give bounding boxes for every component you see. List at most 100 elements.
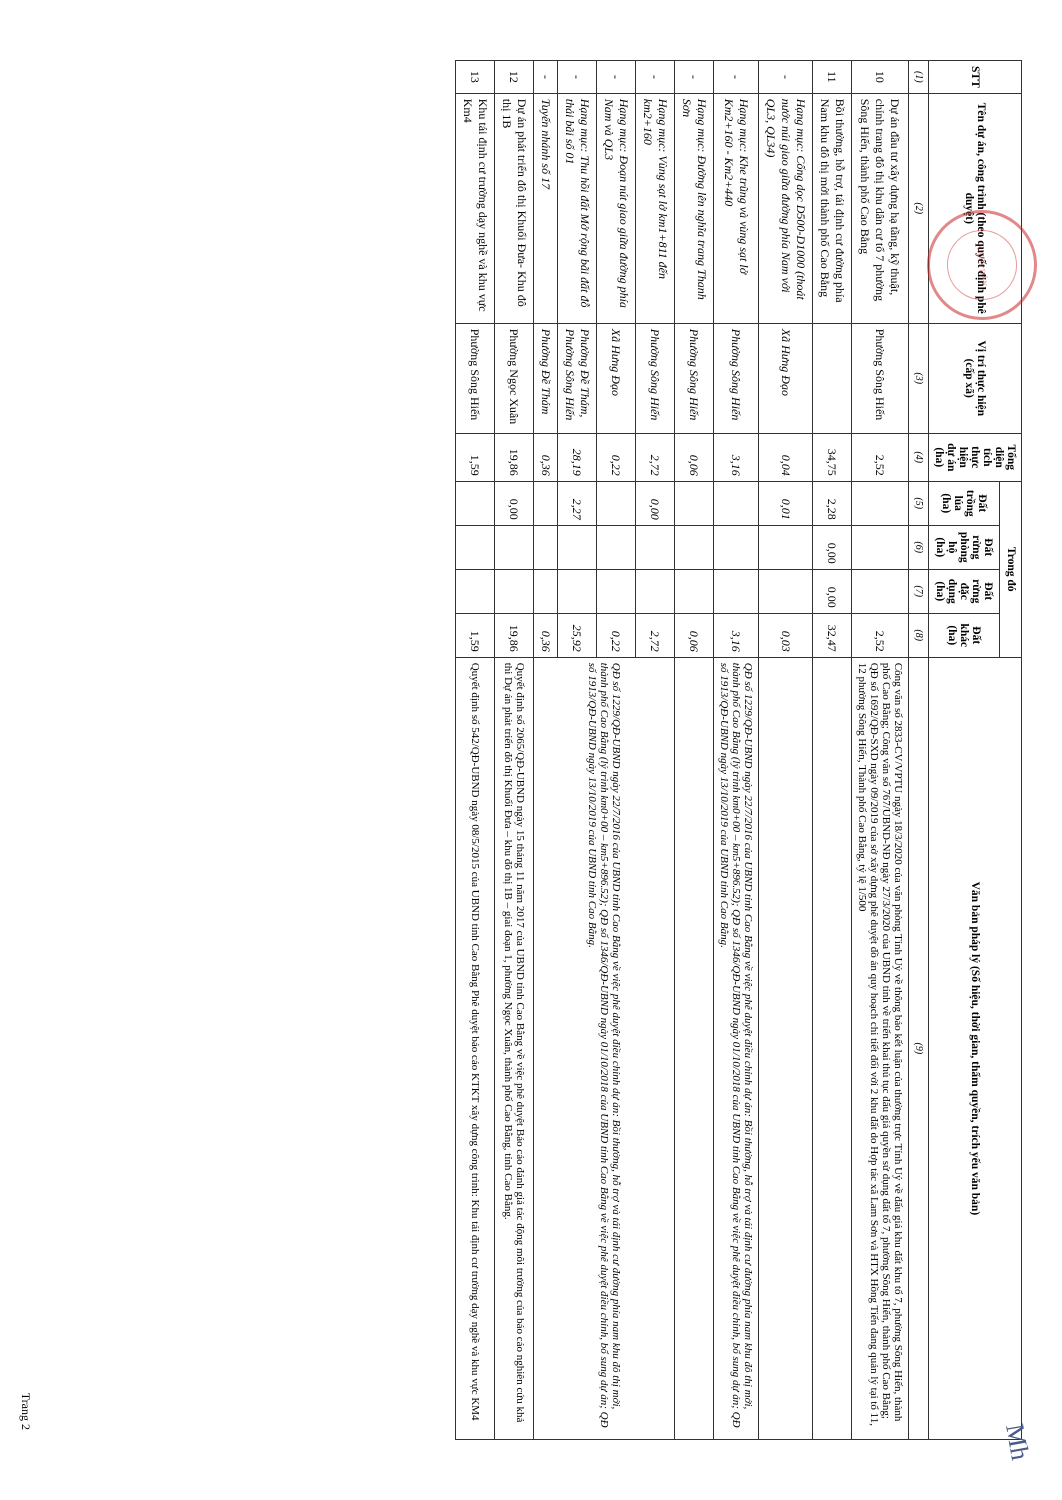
table-cell: 2,72 — [636, 613, 675, 657]
colnum-2: (2) — [909, 93, 929, 323]
table-cell: - — [714, 61, 759, 94]
table-cell: 2,27 — [558, 481, 597, 525]
table-cell: 0,01 — [759, 481, 813, 525]
table-cell — [675, 657, 714, 1439]
table-row: 12Dự án phát triển đô thị Khuổi Đưa- Khu… — [495, 61, 534, 1440]
table-cell: Xã Hưng Đạo — [759, 323, 813, 433]
table-cell: Phường Sông Hiến — [636, 323, 675, 433]
table-cell — [597, 525, 636, 569]
table-cell — [852, 569, 909, 613]
colnum-1: (1) — [909, 61, 929, 94]
table-cell: 0,06 — [675, 433, 714, 481]
table-cell: Phường Sông Hiến — [675, 323, 714, 433]
table-cell — [675, 481, 714, 525]
th-area: Tổng diện tích thực hiện dự án (ha) — [929, 433, 1022, 481]
table-cell: 2,28 — [813, 481, 852, 525]
table-cell: Hạng mục: Vùng sạt lở km1+811 đến km2+16… — [636, 93, 675, 323]
table-cell: Hạng mục: Đoạn nút giao giữa đường phía … — [597, 93, 636, 323]
table-cell — [495, 525, 534, 569]
colnum-4: (4) — [909, 433, 929, 481]
table-cell: Bồi thường, hỗ trợ, tái định cư đường ph… — [813, 93, 852, 323]
th-law: Văn bản pháp lý (Số hiệu, thời gian, thẩ… — [929, 657, 1022, 1439]
table-cell — [852, 481, 909, 525]
table-cell: Dự án đầu tư xây dựng hạ tầng, kỹ thuật,… — [852, 93, 909, 323]
colnum-3: (3) — [909, 323, 929, 433]
table-cell: Quyết định số 2065/QĐ-UBND ngày 15 tháng… — [495, 657, 534, 1439]
table-cell: 32,47 — [813, 613, 852, 657]
table-cell: Hạng mục: Thu hồi đất Mở rộng bãi đất đỗ… — [558, 93, 597, 323]
table-cell: Phường Sông Hiến — [714, 323, 759, 433]
table-cell — [558, 525, 597, 569]
page-footer: Trang 2 — [18, 1393, 33, 1430]
table-cell — [714, 525, 759, 569]
table-cell — [534, 481, 558, 525]
table-cell: 0,04 — [759, 433, 813, 481]
table-cell: 12 — [495, 61, 534, 94]
table-cell: Dự án phát triển đô thị Khuổi Đưa- Khu đ… — [495, 93, 534, 323]
table-cell: 11 — [813, 61, 852, 94]
table-cell — [456, 569, 495, 613]
table-cell: 19,86 — [495, 433, 534, 481]
table-cell: Phường Đề Thám, Phường Sông Hiến — [558, 323, 597, 433]
table-cell: Phường Sông Hiến — [456, 323, 495, 433]
colnum-6: (6) — [909, 525, 929, 569]
table-cell: - — [759, 61, 813, 94]
table-cell: 0,00 — [813, 525, 852, 569]
table-body: 10Dự án đầu tư xây dựng hạ tầng, kỹ thuậ… — [456, 61, 909, 1440]
th-lua: Đất trồng lúa (ha) — [929, 481, 1000, 525]
table-row: -Hạng mục: Vùng sạt lở km1+811 đến km2+1… — [636, 61, 675, 1440]
table-cell: 34,75 — [813, 433, 852, 481]
table-cell: Hạng mục: Khe trũng và vùng sạt lở Km2+1… — [714, 93, 759, 323]
table-cell — [714, 481, 759, 525]
colnum-7: (7) — [909, 569, 929, 613]
colnum-9: (9) — [909, 657, 929, 1439]
table-cell — [813, 323, 852, 433]
data-table: STT Tên dự án, công trình (theo quyết đị… — [455, 60, 1022, 1440]
table-cell: 25,92 — [558, 613, 597, 657]
table-cell: Công văn số 2833-CV/VPTU ngày 18/3/2020 … — [852, 657, 909, 1439]
table-cell: Phường Đề Thám — [534, 323, 558, 433]
table-cell: 13 — [456, 61, 495, 94]
th-vt: Vị trí thực hiện (cấp xã) — [929, 323, 1022, 433]
table-cell: 19,86 — [495, 613, 534, 657]
table-cell — [558, 569, 597, 613]
signature-mark: Mh — [999, 1422, 1035, 1463]
table-cell: 2,72 — [636, 433, 675, 481]
page-container: NHÂN DÂN Mh STT Tên dự án, công trình (t… — [0, 0, 1062, 1500]
table-cell: - — [534, 61, 558, 94]
table-cell — [714, 569, 759, 613]
table-cell: Phường Ngọc Xuân — [495, 323, 534, 433]
table-row: -Hạng mục: Khe trũng và vùng sạt lở Km2+… — [714, 61, 759, 1440]
table-cell: 1,59 — [456, 433, 495, 481]
th-name: Tên dự án, công trình (theo quyết định p… — [929, 93, 1022, 323]
table-cell: 2,52 — [852, 613, 909, 657]
table-cell: Phường Sông Hiến — [852, 323, 909, 433]
colnum-5: (5) — [909, 481, 929, 525]
table-row: 13Khu tái định cư trường dạy nghề và khu… — [456, 61, 495, 1440]
table-cell: Hạng mục: Đường lên nghĩa trang Thanh Sơ… — [675, 93, 714, 323]
table-cell — [675, 525, 714, 569]
table-cell: 0,00 — [495, 481, 534, 525]
table-cell: Quyết định số 542/QĐ-UBND ngày 08/5/2015… — [456, 657, 495, 1439]
table-cell — [456, 481, 495, 525]
table-row: 11Bồi thường, hỗ trợ, tái định cư đường … — [813, 61, 852, 1440]
th-trong-do: Trong đó — [1000, 481, 1022, 657]
table-row: -Hạng mục: Đường lên nghĩa trang Thanh S… — [675, 61, 714, 1440]
th-khac: Đất khác (ha) — [929, 613, 1000, 657]
table-cell: 3,16 — [714, 433, 759, 481]
table-cell — [813, 657, 852, 1439]
table-cell — [534, 569, 558, 613]
table-cell — [759, 525, 813, 569]
table-cell: 0,06 — [675, 613, 714, 657]
table-cell: 0,03 — [759, 613, 813, 657]
table-cell: Hạng mục: Cống dọc D500-D1000 (thoát nướ… — [759, 93, 813, 323]
table-cell — [636, 525, 675, 569]
table-cell — [759, 569, 813, 613]
table-row: 10Dự án đầu tư xây dựng hạ tầng, kỹ thuậ… — [852, 61, 909, 1440]
table-cell: - — [636, 61, 675, 94]
table-cell — [852, 525, 909, 569]
table-cell: 0,36 — [534, 433, 558, 481]
table-cell: 3,16 — [714, 613, 759, 657]
table-cell: 2,52 — [852, 433, 909, 481]
table-cell: - — [597, 61, 636, 94]
